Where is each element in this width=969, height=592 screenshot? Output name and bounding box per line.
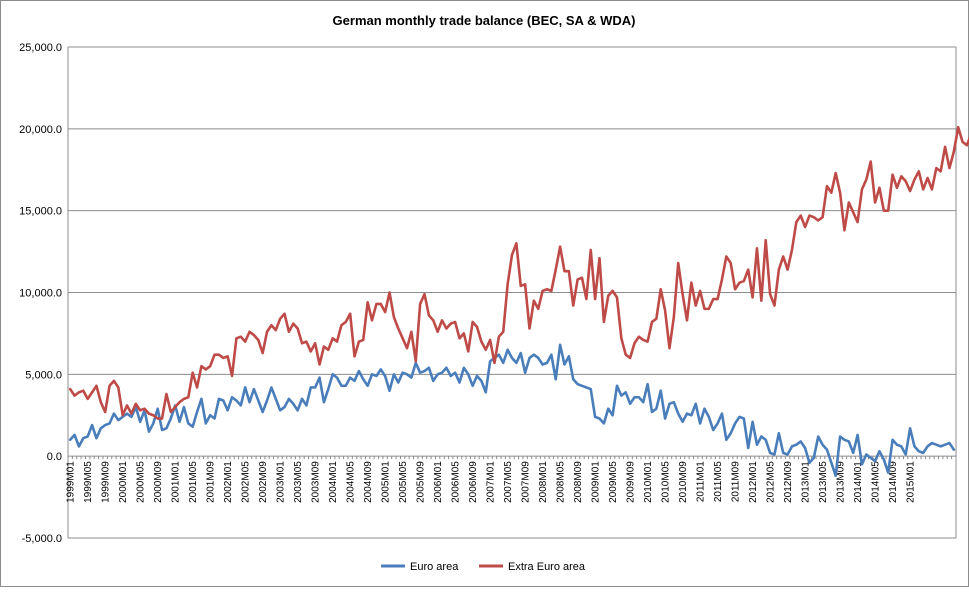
x-tick-label: 2013M01 bbox=[801, 461, 812, 503]
x-tick-label: 2005M05 bbox=[398, 461, 409, 503]
x-tick-label: 2000M01 bbox=[118, 461, 129, 503]
y-tick-label: 15,000.0 bbox=[19, 206, 62, 218]
x-tick-label: 2014M05 bbox=[871, 461, 882, 503]
x-tick-label: 2001M09 bbox=[206, 461, 217, 503]
x-tick-label: 2012M09 bbox=[783, 461, 794, 503]
x-tick-label: 2005M09 bbox=[416, 461, 427, 503]
x-tick-label: 2004M01 bbox=[328, 461, 339, 503]
x-tick-label: 2006M09 bbox=[468, 461, 479, 503]
x-tick-label: 2004M09 bbox=[363, 461, 374, 503]
x-tick-label: 2009M09 bbox=[626, 461, 637, 503]
x-tick-label: 1999M05 bbox=[83, 461, 94, 503]
x-tick-label: 2006M05 bbox=[451, 461, 462, 503]
x-tick-label: 2007M09 bbox=[521, 461, 532, 503]
x-tick-label: 2010M09 bbox=[678, 461, 689, 503]
y-tick-label: -5,000.0 bbox=[22, 533, 62, 545]
series-line-euro-area bbox=[68, 343, 956, 478]
x-tick-label: 2009M01 bbox=[591, 461, 602, 503]
x-tick-label: 2007M05 bbox=[503, 461, 514, 503]
x-tick-label: 2003M09 bbox=[311, 461, 322, 503]
x-tick-label: 2002M05 bbox=[241, 461, 252, 503]
x-tick-label: 2003M05 bbox=[293, 461, 304, 503]
y-tick-label: 0.0 bbox=[47, 451, 62, 463]
x-tick-label: 2002M09 bbox=[258, 461, 269, 503]
x-tick-label: 2008M01 bbox=[538, 461, 549, 503]
x-tick-label: 2010M01 bbox=[643, 461, 654, 503]
series-lines bbox=[68, 125, 969, 478]
y-tick-label: 10,000.0 bbox=[19, 288, 62, 300]
x-tick-label: 2011M09 bbox=[731, 461, 742, 502]
x-tick-label: 2014M09 bbox=[888, 461, 899, 503]
x-tick-label: 2001M01 bbox=[171, 461, 182, 503]
legend-label: Euro area bbox=[410, 561, 459, 573]
x-tick-label: 2001M05 bbox=[188, 461, 199, 503]
x-tick-label: 2008M09 bbox=[573, 461, 584, 503]
x-tick-label: 2000M05 bbox=[136, 461, 147, 503]
y-tick-label: 20,000.0 bbox=[19, 124, 62, 136]
x-tick-label: 2011M01 bbox=[696, 461, 707, 502]
x-tick-label: 2009M05 bbox=[608, 461, 619, 503]
x-tick-label: 2011M05 bbox=[713, 461, 724, 502]
legend: Euro area Extra Euro area bbox=[381, 561, 586, 573]
chart-title: German monthly trade balance (BEC, SA & … bbox=[333, 13, 636, 28]
x-tick-label: 2004M05 bbox=[346, 461, 357, 503]
x-tick-label: 2010M05 bbox=[661, 461, 672, 503]
x-tick-label: 2000M09 bbox=[153, 461, 164, 503]
y-tick-label: 25,000.0 bbox=[19, 42, 62, 54]
x-tick-label: 1999M01 bbox=[66, 461, 77, 503]
x-tick-label: 2008M05 bbox=[556, 461, 567, 503]
x-tick-label: 2012M05 bbox=[766, 461, 777, 503]
axes: -5,000.0 0.0 5,000.0 10,000.0 15,000.0 20,000… bbox=[19, 42, 957, 545]
legend-label: Extra Euro area bbox=[508, 561, 586, 573]
x-tick-label: 2005M01 bbox=[381, 461, 392, 503]
x-tick-label: 2012M01 bbox=[748, 461, 759, 503]
grid-lines bbox=[68, 46, 956, 539]
x-tick-label: 2013M05 bbox=[818, 461, 829, 503]
x-tick-label: 2015M01 bbox=[906, 461, 917, 503]
y-tick-label: 5,000.0 bbox=[25, 369, 62, 381]
x-tick-label: 2003M01 bbox=[276, 461, 287, 503]
x-tick-label: 2007M01 bbox=[486, 461, 497, 503]
series-line-extra-euro-area bbox=[68, 125, 969, 420]
x-tick-label: 2006M01 bbox=[433, 461, 444, 503]
x-tick-label: 2002M01 bbox=[223, 461, 234, 503]
x-tick-label: 2013M09 bbox=[836, 461, 847, 503]
x-tick-label: 1999M09 bbox=[101, 461, 112, 503]
x-tick-label: 2014M01 bbox=[853, 461, 864, 503]
